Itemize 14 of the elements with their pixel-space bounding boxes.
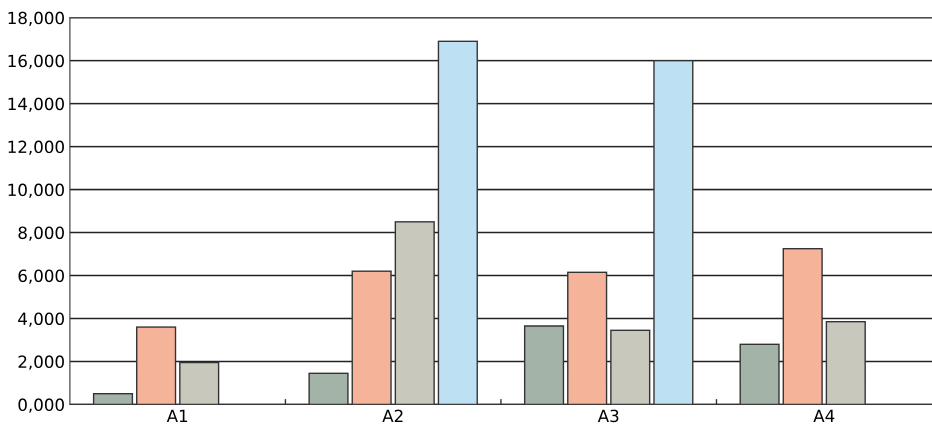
- y-tick-label: 2,000: [18, 355, 64, 370]
- x-tick-label: A4: [813, 410, 834, 422]
- y-tick-label: 14,000: [8, 98, 64, 112]
- y-tick-label: 8,000: [18, 226, 64, 241]
- x-tick-label: A2: [382, 410, 403, 422]
- y-tick-label: 12,000: [8, 140, 64, 155]
- y-tick-label: 10,000: [8, 184, 64, 198]
- x-tick-label: A1: [166, 410, 188, 422]
- y-tick-label: 6,000: [18, 269, 64, 284]
- y-tick-label: 16,000: [8, 54, 64, 69]
- x-tick-label: A3: [598, 410, 618, 422]
- y-tick-label: 18,000: [8, 12, 64, 26]
- y-tick-label: 4,000: [18, 312, 64, 327]
- y-tick-label: 0,000: [18, 398, 64, 413]
